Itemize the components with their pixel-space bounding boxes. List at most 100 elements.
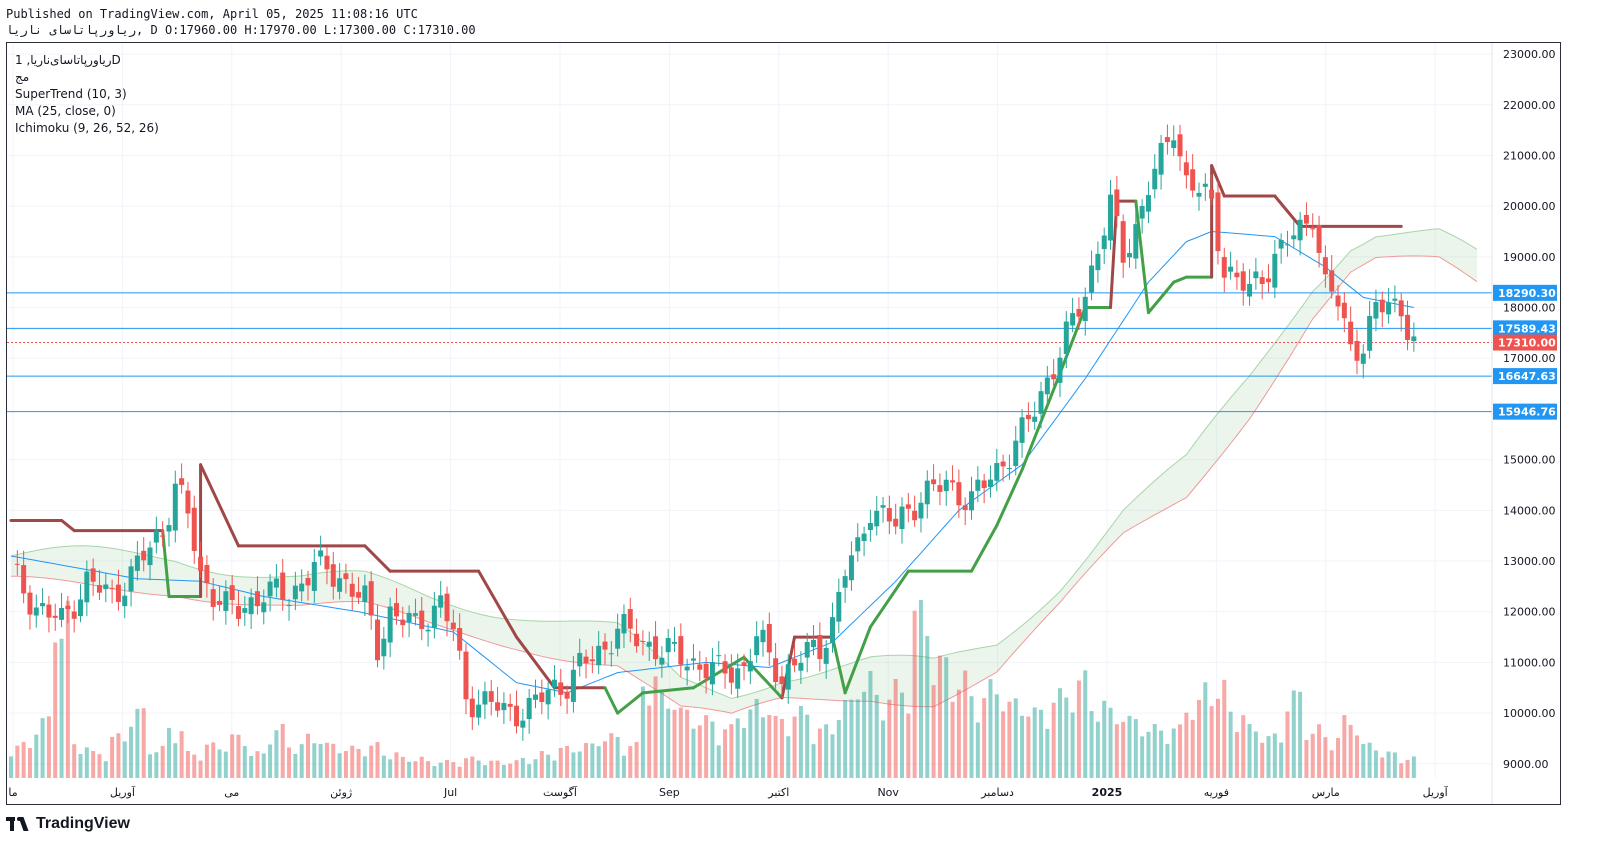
volume-bar: [672, 709, 677, 778]
volume-bar: [394, 752, 399, 778]
candle-body: [709, 662, 715, 685]
volume-bar: [268, 744, 273, 778]
supertrend-segment: [60, 518, 76, 533]
candle-body: [501, 703, 507, 711]
price-tick-label: 9000.00: [1503, 758, 1549, 771]
candle-body: [1247, 283, 1253, 297]
volume-bar: [918, 600, 923, 778]
volume-bar: [994, 694, 999, 778]
legend-supertrend[interactable]: SuperTrend (10, 3): [15, 87, 127, 101]
candle-body: [400, 619, 406, 626]
volume-bar: [539, 751, 544, 778]
candle-body: [267, 581, 273, 597]
candle-body: [1411, 336, 1417, 342]
volume-bar: [413, 761, 418, 778]
volume-bar: [78, 754, 83, 778]
candle-body: [950, 480, 956, 483]
volume-bar: [1310, 733, 1315, 778]
candle-body: [242, 608, 248, 613]
price-label: 15946.76: [1498, 406, 1556, 419]
legend-ichimoku[interactable]: Ichimoku (9, 26, 52, 26): [15, 121, 159, 135]
candle-body: [924, 480, 930, 505]
candle-body: [1101, 235, 1107, 250]
candle-body: [65, 605, 71, 610]
candle-body: [659, 657, 665, 665]
supertrend-line: [9, 164, 1403, 715]
price-tick-label: 23000.00: [1503, 48, 1556, 61]
volume-bar: [824, 724, 829, 778]
price-tick-label: 14000.00: [1503, 504, 1556, 517]
volume-bar: [881, 720, 886, 778]
volume-bar: [116, 733, 121, 778]
candle-body: [1221, 257, 1227, 278]
candle-body: [539, 692, 545, 702]
candle-body: [254, 591, 260, 607]
time-tick-label: آگوست: [543, 785, 578, 799]
candle-body: [1386, 302, 1392, 315]
volume-bar: [287, 747, 292, 778]
volume-bar: [874, 694, 879, 778]
candle-body: [362, 585, 368, 603]
volume-bar: [786, 736, 791, 778]
candle-body: [217, 600, 223, 605]
volume-bar: [1405, 759, 1410, 778]
candle-body: [495, 702, 501, 711]
volume-bar: [1121, 721, 1126, 778]
supertrend-segment: [1058, 306, 1087, 375]
candle-body: [450, 622, 456, 630]
candle-body: [602, 641, 608, 650]
price-tick-label: 12000.00: [1503, 606, 1556, 619]
volume-bar: [40, 718, 45, 778]
volume-bar: [160, 745, 165, 778]
volume-bar: [1260, 742, 1265, 778]
candle-body: [969, 491, 975, 511]
volume-bars: [9, 600, 1416, 778]
volume-bar: [697, 725, 702, 778]
candle-body: [469, 698, 475, 718]
candle-body: [1354, 340, 1360, 361]
volume-bar: [742, 728, 747, 778]
supertrend-segment: [843, 625, 872, 695]
volume-bar: [609, 733, 614, 778]
supertrend-segment: [161, 529, 171, 599]
supertrend-segment: [641, 686, 695, 695]
volume-bar: [1291, 690, 1296, 778]
candle-body: [1082, 296, 1088, 322]
volume-bar: [893, 679, 898, 778]
candle-body: [589, 659, 595, 662]
volume-bar: [1323, 737, 1328, 778]
candle-body: [1152, 168, 1158, 190]
volume-bar: [1285, 711, 1290, 778]
volume-bar: [969, 696, 974, 778]
price-chart[interactable]: 18290.30 17589.43 16647.63 15946.76 17310.00…: [7, 43, 1560, 804]
volume-bar: [1298, 691, 1303, 778]
volume-bar: [1076, 680, 1081, 778]
ichimoku-span-b: [10, 255, 1478, 714]
volume-bar: [426, 761, 431, 778]
volume-bar: [558, 747, 563, 778]
candle-body: [596, 645, 602, 666]
brand-name: TradingView: [36, 815, 130, 832]
volume-bar: [1152, 724, 1157, 778]
volume-bar: [843, 700, 848, 778]
candle-body: [760, 629, 766, 643]
legend-ma[interactable]: MA (25, close, 0): [15, 104, 116, 118]
volume-bar: [204, 744, 209, 778]
candle-body: [1114, 189, 1120, 216]
volume-bar: [1165, 744, 1170, 778]
time-tick-label: ما: [8, 786, 17, 799]
volume-bar: [584, 743, 589, 778]
chart-frame[interactable]: 18290.30 17589.43 16647.63 15946.76 17310.00…: [6, 42, 1561, 805]
volume-bar: [274, 730, 279, 778]
candle-body: [792, 658, 798, 666]
volume-bar: [261, 753, 266, 778]
volume-bar: [306, 733, 310, 778]
volume-bar: [438, 762, 443, 778]
candle-body: [204, 564, 210, 584]
candle-body: [665, 638, 671, 653]
candlesticks: [14, 124, 1417, 741]
candle-body: [899, 506, 905, 530]
price-label: 18290.30: [1498, 287, 1556, 300]
volume-bar: [944, 657, 949, 778]
candle-body: [52, 615, 58, 618]
